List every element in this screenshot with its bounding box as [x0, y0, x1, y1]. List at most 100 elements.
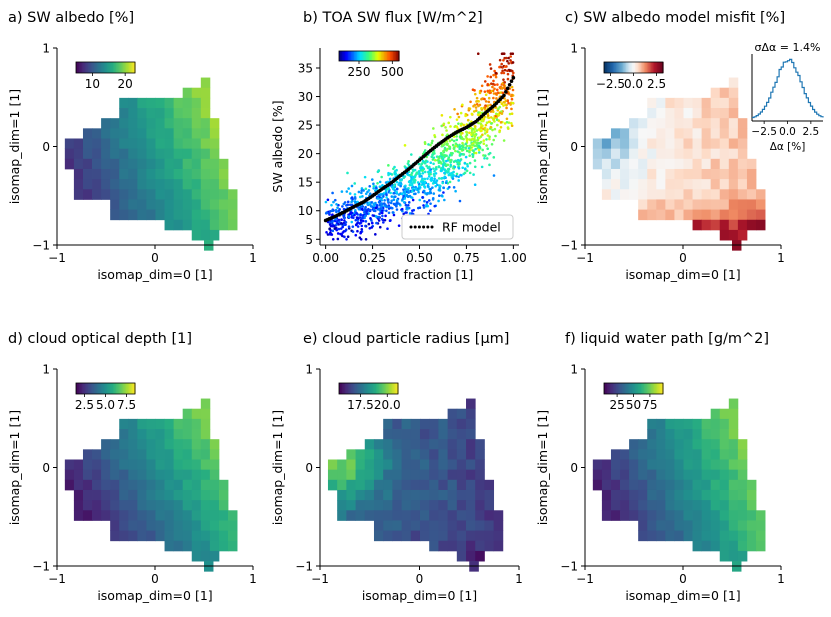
heatmap-cell	[638, 179, 648, 190]
heatmap-cell	[218, 530, 229, 542]
scatter-point	[346, 200, 350, 204]
scatter-point	[510, 85, 514, 89]
scatter-point	[457, 115, 461, 119]
heatmap-cell	[475, 449, 485, 460]
heatmap-cell	[209, 540, 220, 552]
y-tick-label: −1	[32, 239, 50, 253]
heatmap-cell	[737, 439, 748, 450]
heatmap-cell	[629, 469, 639, 481]
scatter-point	[480, 165, 484, 169]
heatmap-cell	[429, 469, 439, 481]
scatter-point	[374, 215, 378, 218]
heatmap-cell	[209, 439, 220, 450]
heatmap-cell	[746, 179, 757, 190]
colorbar-segment	[95, 62, 98, 73]
heatmap-cell	[456, 479, 467, 491]
colorbar-segment	[124, 62, 127, 73]
colorbar-segment	[358, 383, 361, 394]
heatmap-cell	[155, 97, 165, 109]
heatmap-cell	[493, 510, 504, 521]
heatmap-cell	[383, 429, 393, 440]
scatter-point	[429, 178, 432, 181]
heatmap-cell	[466, 418, 476, 430]
scatter-point	[432, 162, 435, 166]
heatmap-cell	[737, 500, 748, 511]
y-axis-label: isomap_dim=1 [1]	[7, 89, 22, 204]
colorbar-segment	[620, 383, 623, 394]
scatter-point	[447, 170, 450, 173]
scatter-point	[339, 227, 343, 230]
heatmap-cell	[674, 520, 684, 532]
heatmap-cell	[173, 469, 184, 481]
scatter-point	[366, 203, 369, 206]
scatter-point	[448, 139, 452, 143]
scatter-point	[427, 170, 430, 174]
heatmap-cell	[647, 168, 657, 180]
scatter-point	[360, 191, 363, 195]
scatter-point	[494, 134, 497, 138]
colorbar-segment	[624, 383, 627, 394]
heatmap-cell	[73, 168, 84, 180]
colorbar-segment	[618, 383, 621, 394]
colorbar-segment	[655, 383, 658, 394]
colorbar-segment	[605, 62, 608, 73]
heatmap-cell	[701, 158, 712, 170]
heatmap-cell	[110, 179, 120, 190]
heatmap-cell	[110, 148, 120, 160]
heatmap-cell	[182, 168, 193, 180]
heatmap-cell	[674, 168, 684, 180]
colorbar-segment	[620, 62, 623, 73]
y-tick-label: 10	[298, 204, 313, 218]
heatmap-cell	[484, 500, 495, 511]
heatmap-cell	[173, 520, 184, 532]
heatmap-cell	[719, 459, 730, 471]
heatmap-cell	[429, 520, 439, 532]
scatter-point	[389, 219, 392, 222]
colorbar-segment	[130, 62, 133, 73]
heatmap-cell	[701, 168, 712, 180]
colorbar-segment	[368, 383, 371, 394]
heatmap-cell	[638, 520, 648, 532]
scatter-point	[406, 204, 410, 207]
heatmap-cell	[719, 138, 730, 150]
scatter-point	[495, 97, 498, 100]
heatmap-cell	[228, 189, 238, 200]
colorbar-segment	[80, 62, 83, 73]
scatter-point	[488, 91, 492, 95]
scatter-point	[421, 166, 424, 169]
scatter-point	[351, 230, 355, 233]
heatmap-cell	[110, 189, 120, 200]
heatmap-cell	[355, 449, 366, 460]
scatter-point	[507, 101, 510, 105]
scatter-point	[449, 151, 453, 155]
scatter-point	[431, 158, 435, 161]
colorbar-segment	[383, 383, 386, 394]
colorbar-segment	[106, 383, 110, 394]
colorbar-segment	[80, 383, 83, 394]
heatmap-cell	[200, 510, 211, 521]
heatmap-cell	[327, 469, 338, 481]
scatter-point	[433, 158, 437, 162]
heatmap-cell	[710, 209, 721, 221]
scatter-point	[326, 198, 330, 202]
colorbar-segment	[95, 383, 98, 394]
scatter-point	[422, 206, 426, 209]
scatter-point	[335, 210, 338, 214]
heatmap-cell	[475, 469, 485, 481]
heatmap-cell	[137, 189, 147, 200]
heatmap-cell	[447, 479, 458, 491]
heatmap-cell	[638, 128, 648, 139]
scatter-point	[477, 121, 480, 125]
colorbar-segment	[608, 62, 611, 73]
heatmap-cell	[164, 158, 175, 170]
heatmap-cell	[218, 158, 229, 170]
heatmap-cell	[200, 408, 211, 420]
heatmap-cell	[737, 219, 748, 231]
scatter-point	[429, 172, 432, 176]
scatter-point	[431, 139, 434, 143]
scatter-point	[401, 209, 404, 213]
scatter-point	[489, 116, 493, 119]
heatmap-cell	[438, 510, 449, 521]
scatter-point	[429, 209, 432, 213]
panel-title: c) SW albedo model misfit [%]	[565, 10, 785, 26]
